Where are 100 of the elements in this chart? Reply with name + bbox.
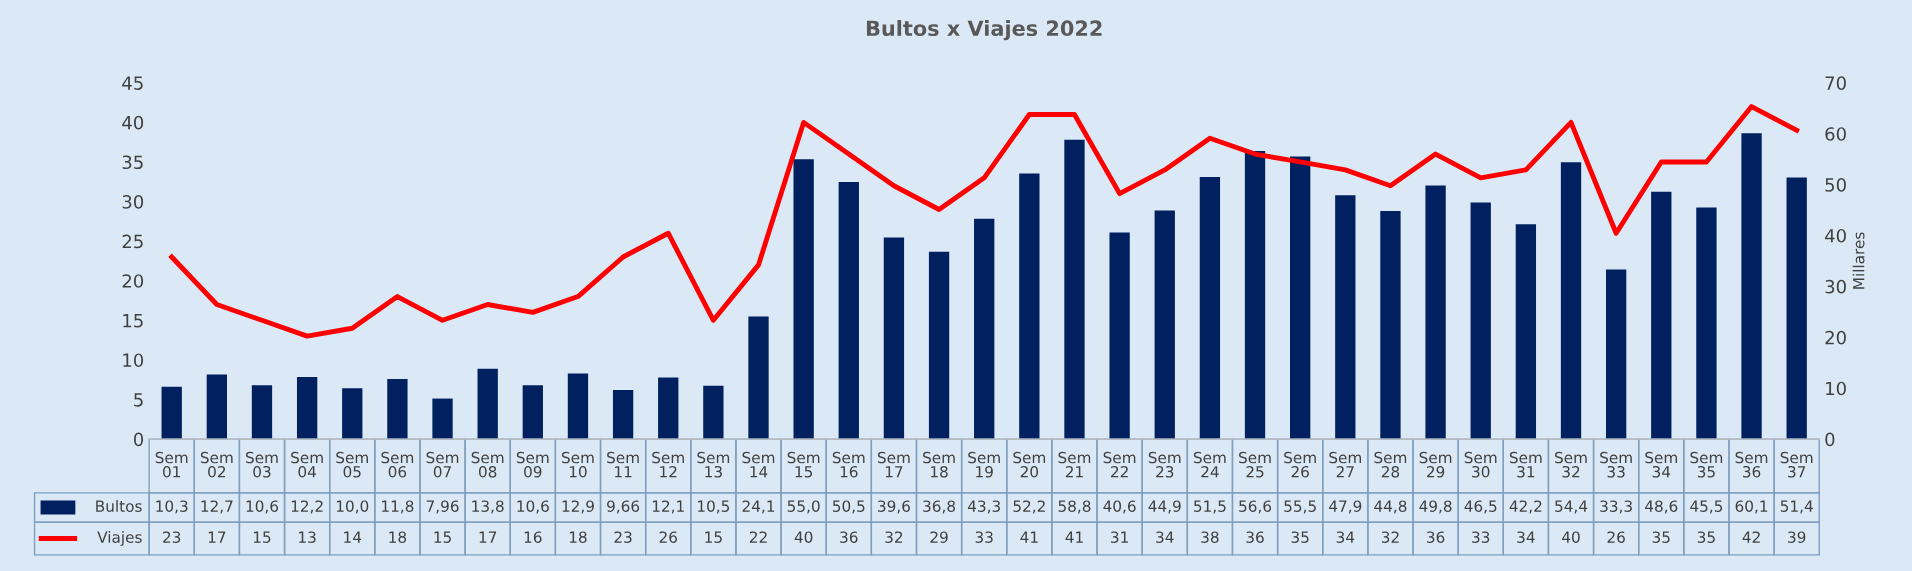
y-tick-label: 40 xyxy=(122,115,144,130)
y-tick-label: 45 xyxy=(122,76,143,90)
y2-tick-label: 60 xyxy=(1825,127,1846,141)
data-label: 39 xyxy=(1788,531,1806,543)
data-label: 49,8 xyxy=(1419,500,1452,514)
data-label: 34 xyxy=(1336,531,1355,543)
bar xyxy=(1425,185,1446,440)
x-tick-label: Sem 10 xyxy=(561,451,594,478)
bar xyxy=(793,159,814,440)
data-label: 23 xyxy=(163,531,181,543)
data-label: 12,2 xyxy=(291,500,323,514)
y-tick-label: 20 xyxy=(122,274,144,288)
data-label: 10,0 xyxy=(336,500,369,514)
x-tick-label: Sem 27 xyxy=(1329,451,1361,478)
data-label: 15 xyxy=(705,531,722,543)
data-label: 41 xyxy=(1020,531,1038,543)
y2-tick-label: 10 xyxy=(1826,381,1846,396)
chart-title: Bultos x Viajes 2022 xyxy=(866,19,1102,41)
data-label: 36 xyxy=(1427,531,1445,543)
bar xyxy=(206,374,227,440)
y-tick-label: 25 xyxy=(122,234,143,249)
data-label: 44,8 xyxy=(1374,500,1407,514)
bar xyxy=(1064,139,1085,440)
data-label: 33 xyxy=(1472,531,1490,543)
x-tick-label: Sem 37 xyxy=(1780,451,1813,478)
x-tick-label: Sem 16 xyxy=(832,451,865,478)
bar xyxy=(251,385,273,440)
data-label: 52,2 xyxy=(1013,500,1045,514)
data-label: 40 xyxy=(1562,531,1580,543)
bar xyxy=(1380,211,1401,440)
data-label: 36,8 xyxy=(923,500,956,514)
x-tick-label: Sem 04 xyxy=(291,451,323,478)
y-tick-label: 30 xyxy=(122,195,144,209)
data-label: 16 xyxy=(524,531,542,543)
data-label: 38 xyxy=(1201,531,1219,543)
data-label: 32 xyxy=(885,531,903,543)
bar xyxy=(1154,210,1175,440)
data-label: 35 xyxy=(1652,531,1670,543)
x-tick-label: Sem 12 xyxy=(652,451,684,478)
legend-label: Bultos xyxy=(96,500,142,512)
y2-tick-label: 40 xyxy=(1825,228,1846,243)
data-label: 9,66 xyxy=(607,500,640,514)
x-tick-label: Sem 07 xyxy=(426,451,459,478)
data-label: 51,5 xyxy=(1194,500,1226,514)
data-label: 50,5 xyxy=(832,500,865,514)
data-label: 36 xyxy=(840,531,858,543)
data-label: 24,1 xyxy=(742,500,775,514)
x-tick-label: Sem 14 xyxy=(742,451,775,478)
bar xyxy=(1109,232,1130,440)
data-label: 58,8 xyxy=(1058,500,1091,514)
x-tick-label: Sem 15 xyxy=(787,451,820,478)
data-label: 41 xyxy=(1065,531,1083,543)
bar xyxy=(928,251,950,440)
data-label: 12,7 xyxy=(201,500,233,514)
data-label: 23 xyxy=(614,531,632,543)
x-tick-label: Sem 25 xyxy=(1239,451,1271,478)
bar xyxy=(1335,195,1356,440)
data-label: 13,8 xyxy=(472,500,504,514)
bar xyxy=(387,379,408,440)
bar xyxy=(1470,202,1491,440)
data-label: 47,9 xyxy=(1329,500,1362,514)
x-tick-label: Sem 17 xyxy=(877,451,910,478)
x-tick-label: Sem 33 xyxy=(1600,451,1632,478)
bar xyxy=(658,377,679,440)
data-label: 35 xyxy=(1697,531,1715,543)
data-label: 32 xyxy=(1381,531,1399,543)
x-tick-label: Sem 23 xyxy=(1148,451,1181,478)
x-tick-label: Sem 20 xyxy=(1013,451,1046,478)
data-label: 18 xyxy=(389,531,407,543)
bar xyxy=(296,377,318,440)
x-tick-label: Sem 21 xyxy=(1058,451,1091,478)
bar xyxy=(1560,162,1582,440)
bar xyxy=(1019,173,1040,440)
x-tick-label: Sem 11 xyxy=(607,451,639,478)
x-tick-label: Sem 08 xyxy=(471,451,504,478)
data-label: 14 xyxy=(344,531,362,543)
x-tick-label: Sem 19 xyxy=(968,451,1000,478)
bar xyxy=(1741,133,1762,440)
y2-tick-label: 70 xyxy=(1825,76,1846,90)
bar xyxy=(1786,177,1807,440)
data-label: 18 xyxy=(569,531,587,543)
x-tick-label: Sem 34 xyxy=(1645,451,1677,478)
bar xyxy=(477,368,498,440)
y-tick-label: 15 xyxy=(123,314,143,328)
data-label: 45,5 xyxy=(1690,500,1723,514)
x-tick-label: Sem 06 xyxy=(381,451,414,478)
data-label: 42,2 xyxy=(1509,500,1542,514)
x-tick-label: Sem 01 xyxy=(155,451,188,478)
data-label: 42 xyxy=(1742,531,1760,543)
bar xyxy=(1244,151,1266,440)
data-label: 10,5 xyxy=(698,500,730,514)
data-label: 35 xyxy=(1291,531,1309,543)
bar xyxy=(1651,191,1672,440)
x-tick-label: Sem 18 xyxy=(923,451,955,478)
data-label: 17 xyxy=(208,531,226,543)
data-label: 34 xyxy=(1156,531,1174,543)
x-tick-label: Sem 26 xyxy=(1284,451,1316,478)
data-label: 15 xyxy=(253,531,271,543)
x-tick-label: Sem 28 xyxy=(1374,451,1407,478)
y-tick-label: 10 xyxy=(123,353,144,368)
